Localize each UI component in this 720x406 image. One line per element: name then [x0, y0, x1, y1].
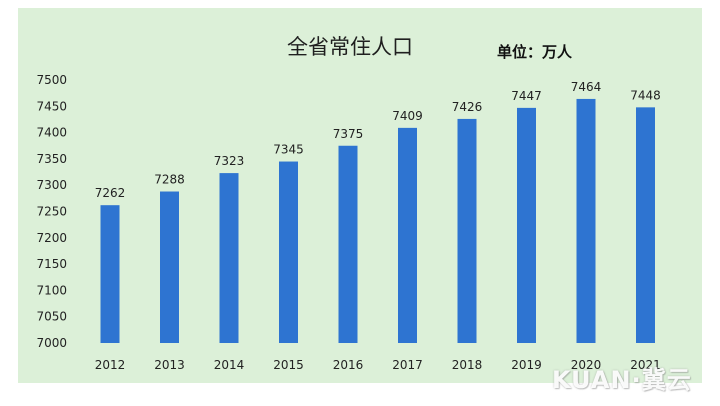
data-label-2018: 7426: [452, 100, 483, 114]
x-tick-label-2019: 2019: [511, 358, 542, 372]
data-label-2016: 7375: [333, 127, 364, 141]
bar-2017: [398, 127, 417, 343]
bar-2018: [457, 118, 477, 343]
data-label-2012: 7262: [95, 186, 126, 200]
y-tick-label: 7500: [36, 73, 67, 87]
data-label-2020: 7464: [571, 80, 602, 94]
x-tick-label-2014: 2014: [214, 358, 245, 372]
x-tick-label-2015: 2015: [273, 358, 304, 372]
unit-label: 单位：万人: [497, 43, 573, 61]
y-tick-label: 7450: [36, 99, 67, 113]
chart-title: 全省常住人口: [287, 35, 413, 59]
bar-2013: [160, 191, 179, 343]
bar-2016: [338, 145, 358, 343]
y-tick-label: 7400: [36, 126, 67, 140]
bar-2015: [279, 161, 298, 343]
bar-2019: [517, 107, 536, 344]
y-tick-label: 7000: [36, 336, 67, 350]
data-label-2013: 7288: [154, 173, 185, 187]
data-label-2021: 7448: [630, 88, 661, 102]
x-tick-label-2017: 2017: [392, 358, 423, 372]
x-tick-label-2012: 2012: [95, 358, 126, 372]
y-tick-label: 7050: [36, 310, 67, 324]
y-tick-label: 7200: [36, 231, 67, 245]
y-tick-label: 7150: [36, 257, 67, 271]
data-label-2017: 7409: [392, 109, 423, 123]
x-tick-label-2021: 2021: [630, 358, 661, 372]
bar-2014: [219, 173, 239, 343]
y-tick-label: 7300: [36, 178, 67, 192]
data-label-2014: 7323: [214, 154, 245, 168]
data-label-2015: 7345: [273, 143, 304, 157]
x-tick-label-2016: 2016: [333, 358, 364, 372]
y-tick-label: 7350: [36, 152, 67, 166]
x-tick-label-2018: 2018: [452, 358, 483, 372]
x-tick-label-2013: 2013: [154, 358, 185, 372]
bar-2021: [636, 107, 655, 344]
x-tick-label-2020: 2020: [571, 358, 602, 372]
y-tick-label: 7100: [36, 283, 67, 297]
bar-2012: [100, 205, 120, 343]
watermark-logo: KUAN·冀云: [552, 366, 692, 394]
data-label-2019: 7447: [511, 89, 542, 103]
bar-2020: [576, 98, 596, 343]
y-tick-label: 7250: [36, 205, 67, 219]
